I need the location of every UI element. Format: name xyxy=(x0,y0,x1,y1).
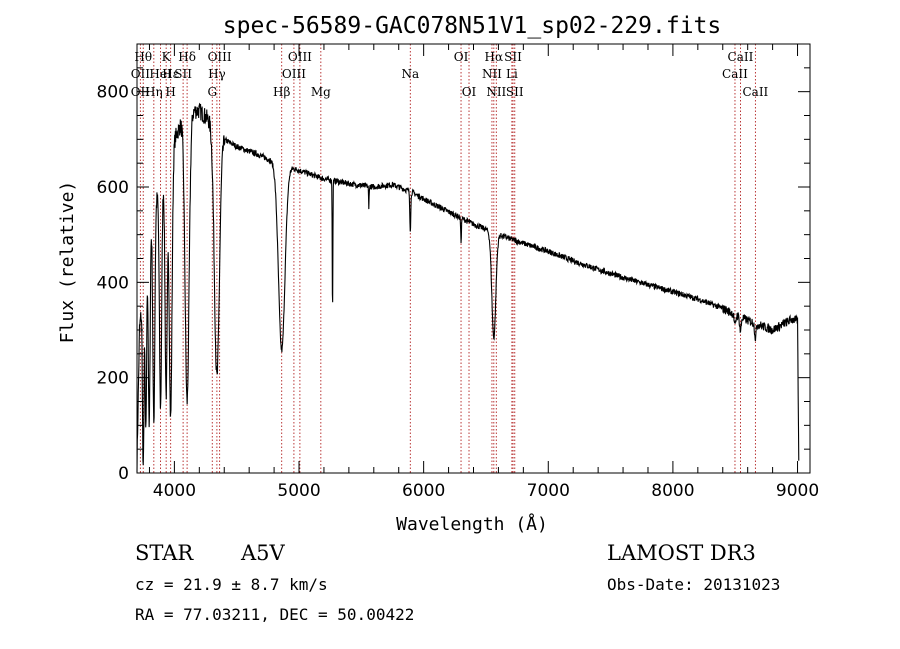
line-marker-label: NII xyxy=(482,67,502,81)
line-marker-label: CaII xyxy=(728,50,754,64)
line-marker-label: OIII xyxy=(288,50,312,64)
redshift-readout: cz = 21.9 ± 8.7 km/s xyxy=(135,575,328,594)
line-marker-label: OII xyxy=(131,67,151,81)
line-marker-label: SII xyxy=(174,67,192,81)
y-tick-label: 800 xyxy=(97,83,129,103)
y-axis-label: Flux (relative) xyxy=(57,181,78,344)
line-marker-label: Hε xyxy=(162,67,179,81)
line-marker-label: Na xyxy=(401,67,419,81)
line-marker-label: OIII xyxy=(208,50,232,64)
object-subclass: A5V xyxy=(240,541,286,565)
axis-ticks xyxy=(137,43,810,474)
survey-name: LAMOST DR3 xyxy=(607,541,756,565)
line-marker-label: SII xyxy=(506,85,524,99)
spectrum-line xyxy=(136,102,800,473)
object-class: STAR xyxy=(135,541,194,565)
line-marker-label: OI xyxy=(462,85,477,99)
line-marker-label: Mg xyxy=(311,85,331,99)
line-marker-label: NII xyxy=(486,85,506,99)
line-marker-label: Hη xyxy=(145,85,163,99)
x-tick-labels: 4000 5000 6000 7000 8000 9000 xyxy=(153,481,819,501)
line-marker-label: Li xyxy=(506,67,518,81)
observation-date: Obs-Date: 20131023 xyxy=(607,575,780,594)
line-marker-label-layer: HθOIIOIIHηHeIKHHεSIIHδGHγOIIIHβOIIIOIIIM… xyxy=(131,50,769,99)
line-marker-label: K xyxy=(162,50,172,64)
y-tick-labels: 0 200 400 600 800 xyxy=(97,83,129,484)
x-tick-label: 9000 xyxy=(776,481,819,501)
plot-frame xyxy=(136,43,811,474)
y-tick-label: 200 xyxy=(97,369,129,389)
line-marker-label: Hγ xyxy=(208,67,226,81)
line-marker-layer xyxy=(139,44,756,473)
coordinates-readout: RA = 77.03211, DEC = 50.00422 xyxy=(135,605,414,624)
line-marker-label: Hα xyxy=(485,50,504,64)
chart-title: spec-56589-GAC078N51V1_sp02-229.fits xyxy=(223,13,722,39)
y-tick-label: 0 xyxy=(118,464,129,484)
x-tick-label: 7000 xyxy=(527,481,570,501)
x-tick-label: 8000 xyxy=(651,481,694,501)
line-marker-label: OI xyxy=(454,50,469,64)
line-marker-label: G xyxy=(207,85,217,99)
x-tick-label: 6000 xyxy=(402,481,445,501)
x-tick-label: 5000 xyxy=(277,481,320,501)
line-marker-label: HeI xyxy=(149,67,172,81)
line-marker-label: Hβ xyxy=(273,85,290,99)
line-marker-label: Hδ xyxy=(178,50,196,64)
line-marker-label: CaII xyxy=(722,67,748,81)
line-marker-label: CaII xyxy=(742,85,768,99)
y-tick-label: 400 xyxy=(97,273,129,293)
x-axis-label: Wavelength (Å) xyxy=(396,513,548,535)
line-marker-label: Hθ xyxy=(134,50,152,64)
line-marker-label: SII xyxy=(504,50,522,64)
x-tick-label: 4000 xyxy=(153,481,196,501)
line-marker-label: H xyxy=(165,85,175,99)
line-marker-label: OIII xyxy=(282,67,306,81)
y-tick-label: 600 xyxy=(97,178,129,198)
